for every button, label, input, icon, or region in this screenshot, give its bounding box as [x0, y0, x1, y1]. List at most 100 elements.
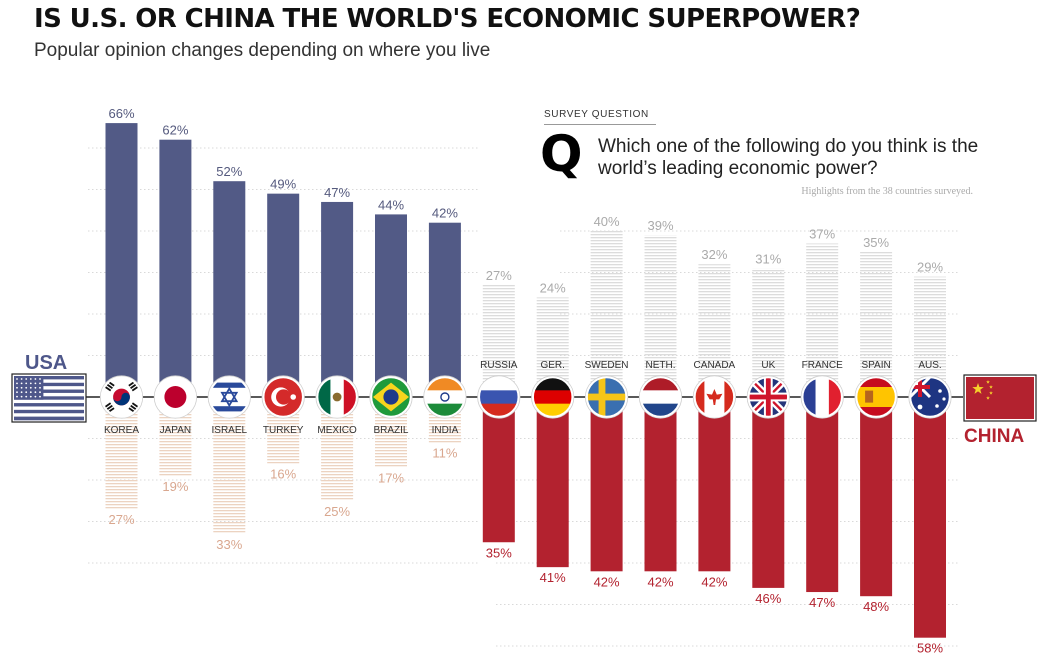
bar-china-15: [914, 397, 946, 638]
flag-ring-outline: [261, 375, 305, 419]
bar-china-11: [698, 397, 731, 572]
flag-ring-outline: [207, 375, 251, 419]
flag-ring: [100, 375, 143, 419]
category-label-3: TURKEY: [263, 425, 304, 436]
flag-ring: [800, 375, 844, 419]
flag-ring-outline: [369, 375, 413, 419]
flag-ring-outline: [908, 375, 952, 419]
flag-ring: [854, 375, 898, 419]
category-label-4: MEXICO: [317, 425, 357, 436]
bar-usa-5: [375, 214, 407, 397]
bar-usa-0: [105, 123, 138, 397]
flag-ring: [639, 375, 682, 419]
flag-ring-outline: [477, 375, 521, 419]
bar-china-10: [644, 397, 677, 572]
value-label-usa-14: 35%: [863, 235, 889, 250]
flag-ring-outline: [638, 375, 683, 419]
value-label-china-5: 17%: [378, 471, 404, 486]
category-label-2: ISRAEL: [212, 425, 248, 436]
value-label-china-14: 48%: [863, 599, 889, 614]
flag-ring-outline: [99, 375, 144, 419]
flag-ring: [208, 375, 251, 419]
value-label-china-0: 27%: [108, 512, 134, 527]
value-label-usa-15: 29%: [917, 260, 943, 275]
bar-usa-13: [806, 243, 839, 397]
category-label-6: INDIA: [432, 425, 459, 436]
category-label-14: SPAIN: [861, 360, 890, 371]
flag-ring-outline: [153, 375, 197, 419]
flag-ring-outline: [692, 375, 737, 419]
flag-ring-outline: [423, 375, 467, 419]
flag-ring: [531, 375, 574, 419]
flag-ring-outline: [531, 375, 575, 419]
flag-ring: [908, 375, 952, 419]
flag-ring: [315, 375, 359, 419]
category-label-10: NETH.: [646, 360, 676, 371]
flag-ring: [693, 375, 736, 419]
value-label-usa-3: 49%: [270, 177, 296, 192]
bar-usa-10: [644, 235, 677, 397]
value-label-usa-4: 47%: [324, 185, 350, 200]
bar-china-13: [806, 397, 839, 593]
value-label-usa-13: 37%: [809, 226, 835, 241]
category-label-11: CANADA: [694, 360, 736, 371]
bar-usa-6: [428, 222, 461, 397]
flag-ring-outline: [746, 375, 790, 419]
value-label-usa-7: 27%: [486, 268, 512, 283]
bar-china-9: [590, 397, 623, 572]
value-label-china-11: 42%: [701, 574, 727, 589]
value-label-china-3: 16%: [270, 466, 296, 481]
flag-ring-outline: [800, 375, 844, 419]
flag-ring: [585, 375, 628, 419]
bar-usa-3: [267, 193, 300, 397]
category-label-13: FRANCE: [802, 360, 843, 371]
value-label-usa-10: 39%: [647, 218, 673, 233]
flag-ring: [423, 375, 467, 419]
value-label-china-4: 25%: [324, 504, 350, 519]
value-label-china-12: 46%: [755, 591, 781, 606]
value-label-usa-6: 42%: [432, 206, 458, 221]
category-label-0: KOREA: [104, 425, 139, 436]
chart-title: IS U.S. OR CHINA THE WORLD'S ECONOMIC SU…: [34, 4, 861, 34]
bar-usa-14: [860, 251, 893, 397]
canada-flag-icon: [694, 377, 735, 417]
flag-ring: [369, 375, 413, 419]
survey-question-label: SURVEY QUESTION: [544, 109, 656, 125]
value-label-china-9: 42%: [594, 574, 620, 589]
value-label-usa-11: 32%: [701, 247, 727, 262]
bar-china-12: [752, 397, 785, 588]
value-label-china-1: 19%: [162, 479, 188, 494]
value-label-usa-1: 62%: [162, 123, 188, 138]
china-side-label: CHINA: [964, 426, 1024, 447]
china-flag-icon: [966, 377, 1034, 419]
flag-ring-outline: [854, 375, 898, 419]
bar-usa-11: [698, 264, 731, 397]
bar-usa-1: [159, 139, 192, 397]
q-glyph: Q: [540, 125, 583, 183]
category-label-8: GER.: [540, 360, 564, 371]
bar-china-8: [536, 397, 569, 568]
value-label-china-13: 47%: [809, 595, 835, 610]
survey-note: Highlights from the 38 countries surveye…: [801, 186, 973, 197]
flag-ring: [154, 375, 197, 419]
value-label-usa-9: 40%: [594, 214, 620, 229]
bar-usa-4: [321, 201, 354, 397]
category-label-5: BRAZIL: [373, 425, 408, 436]
category-label-9: SWEDEN: [585, 360, 629, 371]
flag-ring: [747, 375, 790, 419]
value-label-china-10: 42%: [647, 574, 673, 589]
chart-subtitle: Popular opinion changes depending on whe…: [34, 40, 491, 61]
bar-china-14: [860, 397, 893, 597]
bar-china-7: [482, 397, 515, 543]
bar-usa-9: [590, 231, 623, 397]
flag-ring-outline: [315, 375, 359, 419]
value-label-china-15: 58%: [917, 641, 943, 654]
value-label-usa-12: 31%: [755, 251, 781, 266]
value-label-usa-0: 66%: [108, 106, 134, 121]
category-label-7: RUSSIA: [480, 360, 518, 371]
category-label-1: JAPAN: [160, 425, 192, 436]
survey-question-text: Which one of the following do you think …: [598, 136, 979, 179]
flag-ring: [477, 375, 521, 419]
flag-ring: [261, 375, 305, 419]
